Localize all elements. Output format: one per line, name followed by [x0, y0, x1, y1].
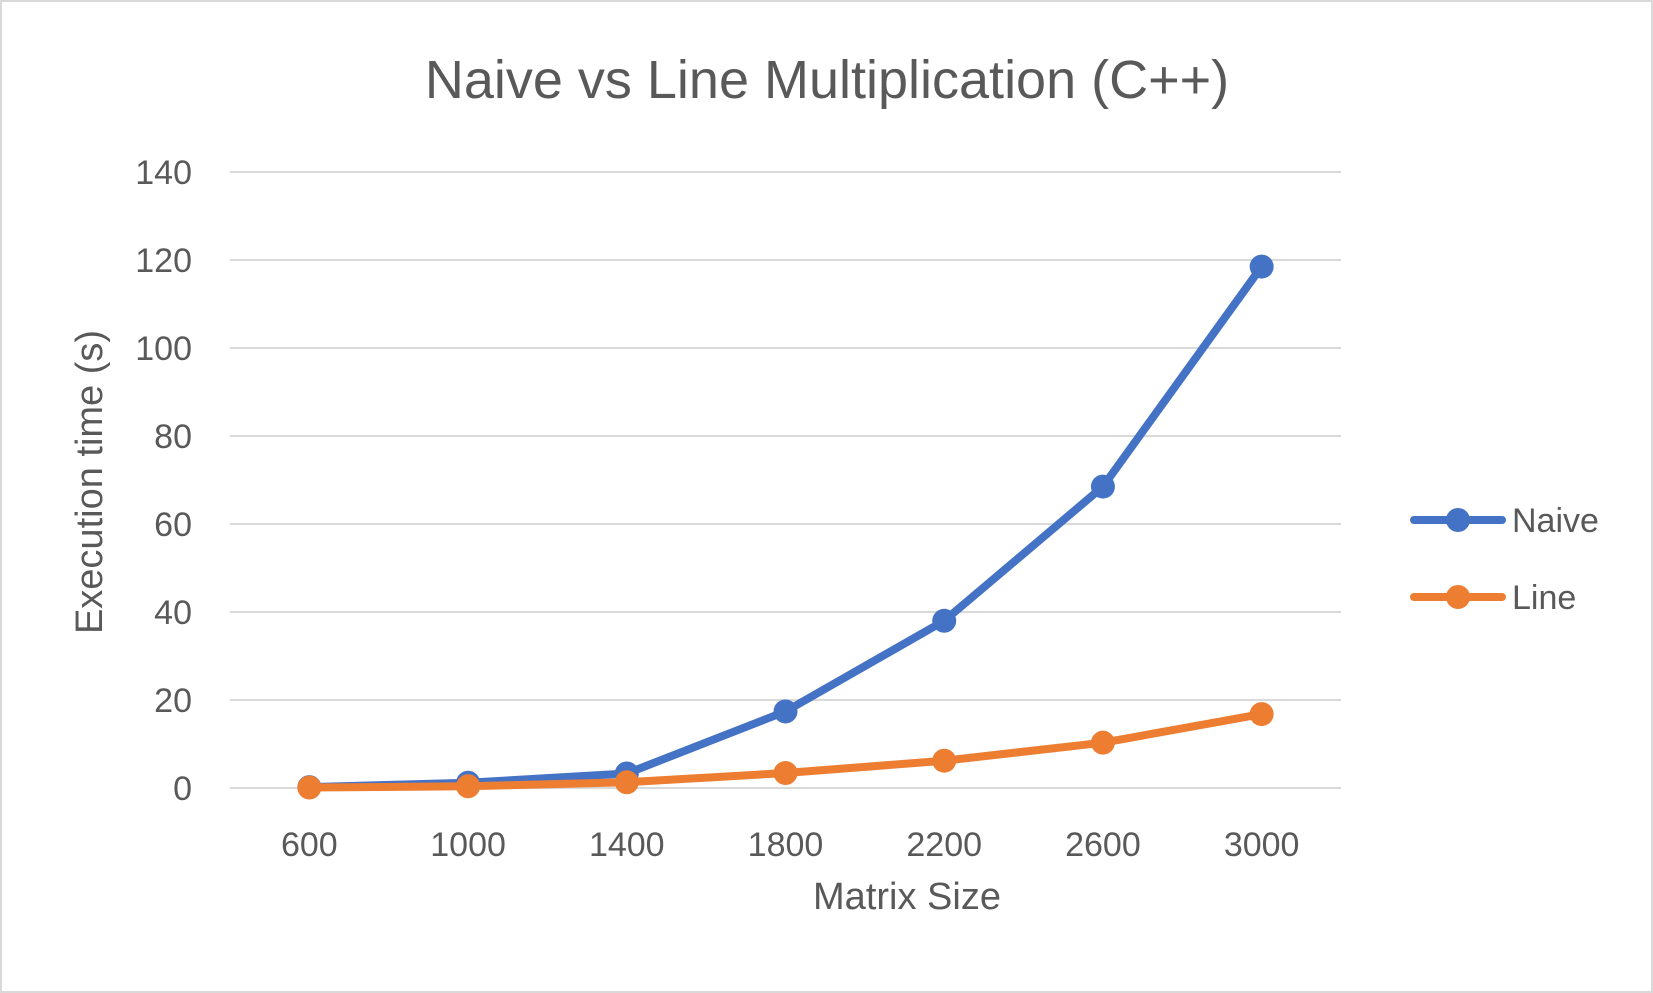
- y-tick-label: 120: [135, 242, 192, 280]
- y-tick-label: 80: [154, 418, 192, 456]
- y-tick-label: 40: [154, 594, 192, 632]
- y-tick-label: 20: [154, 682, 192, 720]
- y-tick-label: 60: [154, 506, 192, 544]
- x-tick-label: 1400: [589, 826, 665, 864]
- legend-label-line: Line: [1512, 579, 1576, 617]
- x-tick-label: 3000: [1224, 826, 1300, 864]
- chart-title: Naive vs Line Multiplication (C++): [425, 50, 1229, 110]
- series-lines: [297, 254, 1274, 800]
- x-tick-label: 2200: [906, 826, 982, 864]
- data-point-line: [456, 774, 481, 799]
- legend: Naive Line: [1410, 502, 1599, 617]
- x-tick-label: 1000: [430, 826, 506, 864]
- y-tick-label: 0: [173, 770, 192, 808]
- x-tick-label: 600: [281, 826, 338, 864]
- data-point-naive: [773, 699, 798, 724]
- data-point-line: [773, 761, 798, 786]
- data-point-naive: [1090, 474, 1115, 499]
- y-axis-title: Execution time (s): [69, 330, 111, 634]
- x-axis-ticks: 600 1000 1400 1800 2200 2600 3000: [281, 826, 1299, 864]
- x-tick-label: 1800: [748, 826, 824, 864]
- y-axis-ticks: 0 20 40 60 80 100 120 140: [135, 154, 192, 808]
- data-point-line: [297, 775, 322, 800]
- gridlines: [230, 171, 1341, 789]
- y-tick-label: 100: [135, 330, 192, 368]
- series-line: [297, 702, 1274, 800]
- data-point-naive: [932, 608, 957, 633]
- data-point-line: [1249, 702, 1274, 727]
- legend-marker-line: [1446, 585, 1470, 609]
- legend-label-naive: Naive: [1512, 502, 1599, 540]
- data-point-line: [614, 770, 639, 795]
- data-point-line: [1090, 730, 1115, 755]
- legend-marker-naive: [1446, 508, 1470, 532]
- series-naive: [297, 254, 1274, 800]
- data-point-naive: [1249, 254, 1274, 279]
- x-axis-title: Matrix Size: [813, 876, 1001, 918]
- data-point-line: [932, 748, 957, 773]
- y-tick-label: 140: [135, 154, 192, 192]
- x-tick-label: 2600: [1065, 826, 1141, 864]
